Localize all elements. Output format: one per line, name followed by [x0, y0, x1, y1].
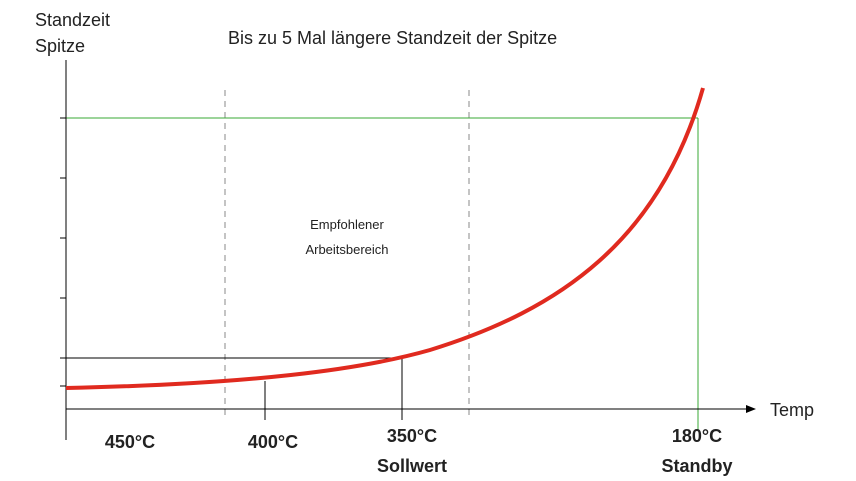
- y-axis-label: Standzeit: [35, 10, 110, 30]
- title: Bis zu 5 Mal längere Standzeit der Spitz…: [228, 28, 557, 48]
- temp-label: 180°C: [672, 426, 722, 446]
- temp-note: Standby: [661, 456, 732, 476]
- x-axis-label: Temp: [770, 400, 814, 420]
- temp-note: Sollwert: [377, 456, 447, 476]
- x-axis: [66, 405, 756, 413]
- temp-label: 350°C: [387, 426, 437, 446]
- zone-label: Empfohlener: [310, 217, 384, 232]
- y-axis: [60, 60, 67, 440]
- temp-label: 450°C: [105, 432, 155, 452]
- temp-label: 400°C: [248, 432, 298, 452]
- y-axis-label: Spitze: [35, 36, 85, 56]
- zone-label: Arbeitsbereich: [305, 242, 388, 257]
- lifetime-curve: [65, 87, 705, 390]
